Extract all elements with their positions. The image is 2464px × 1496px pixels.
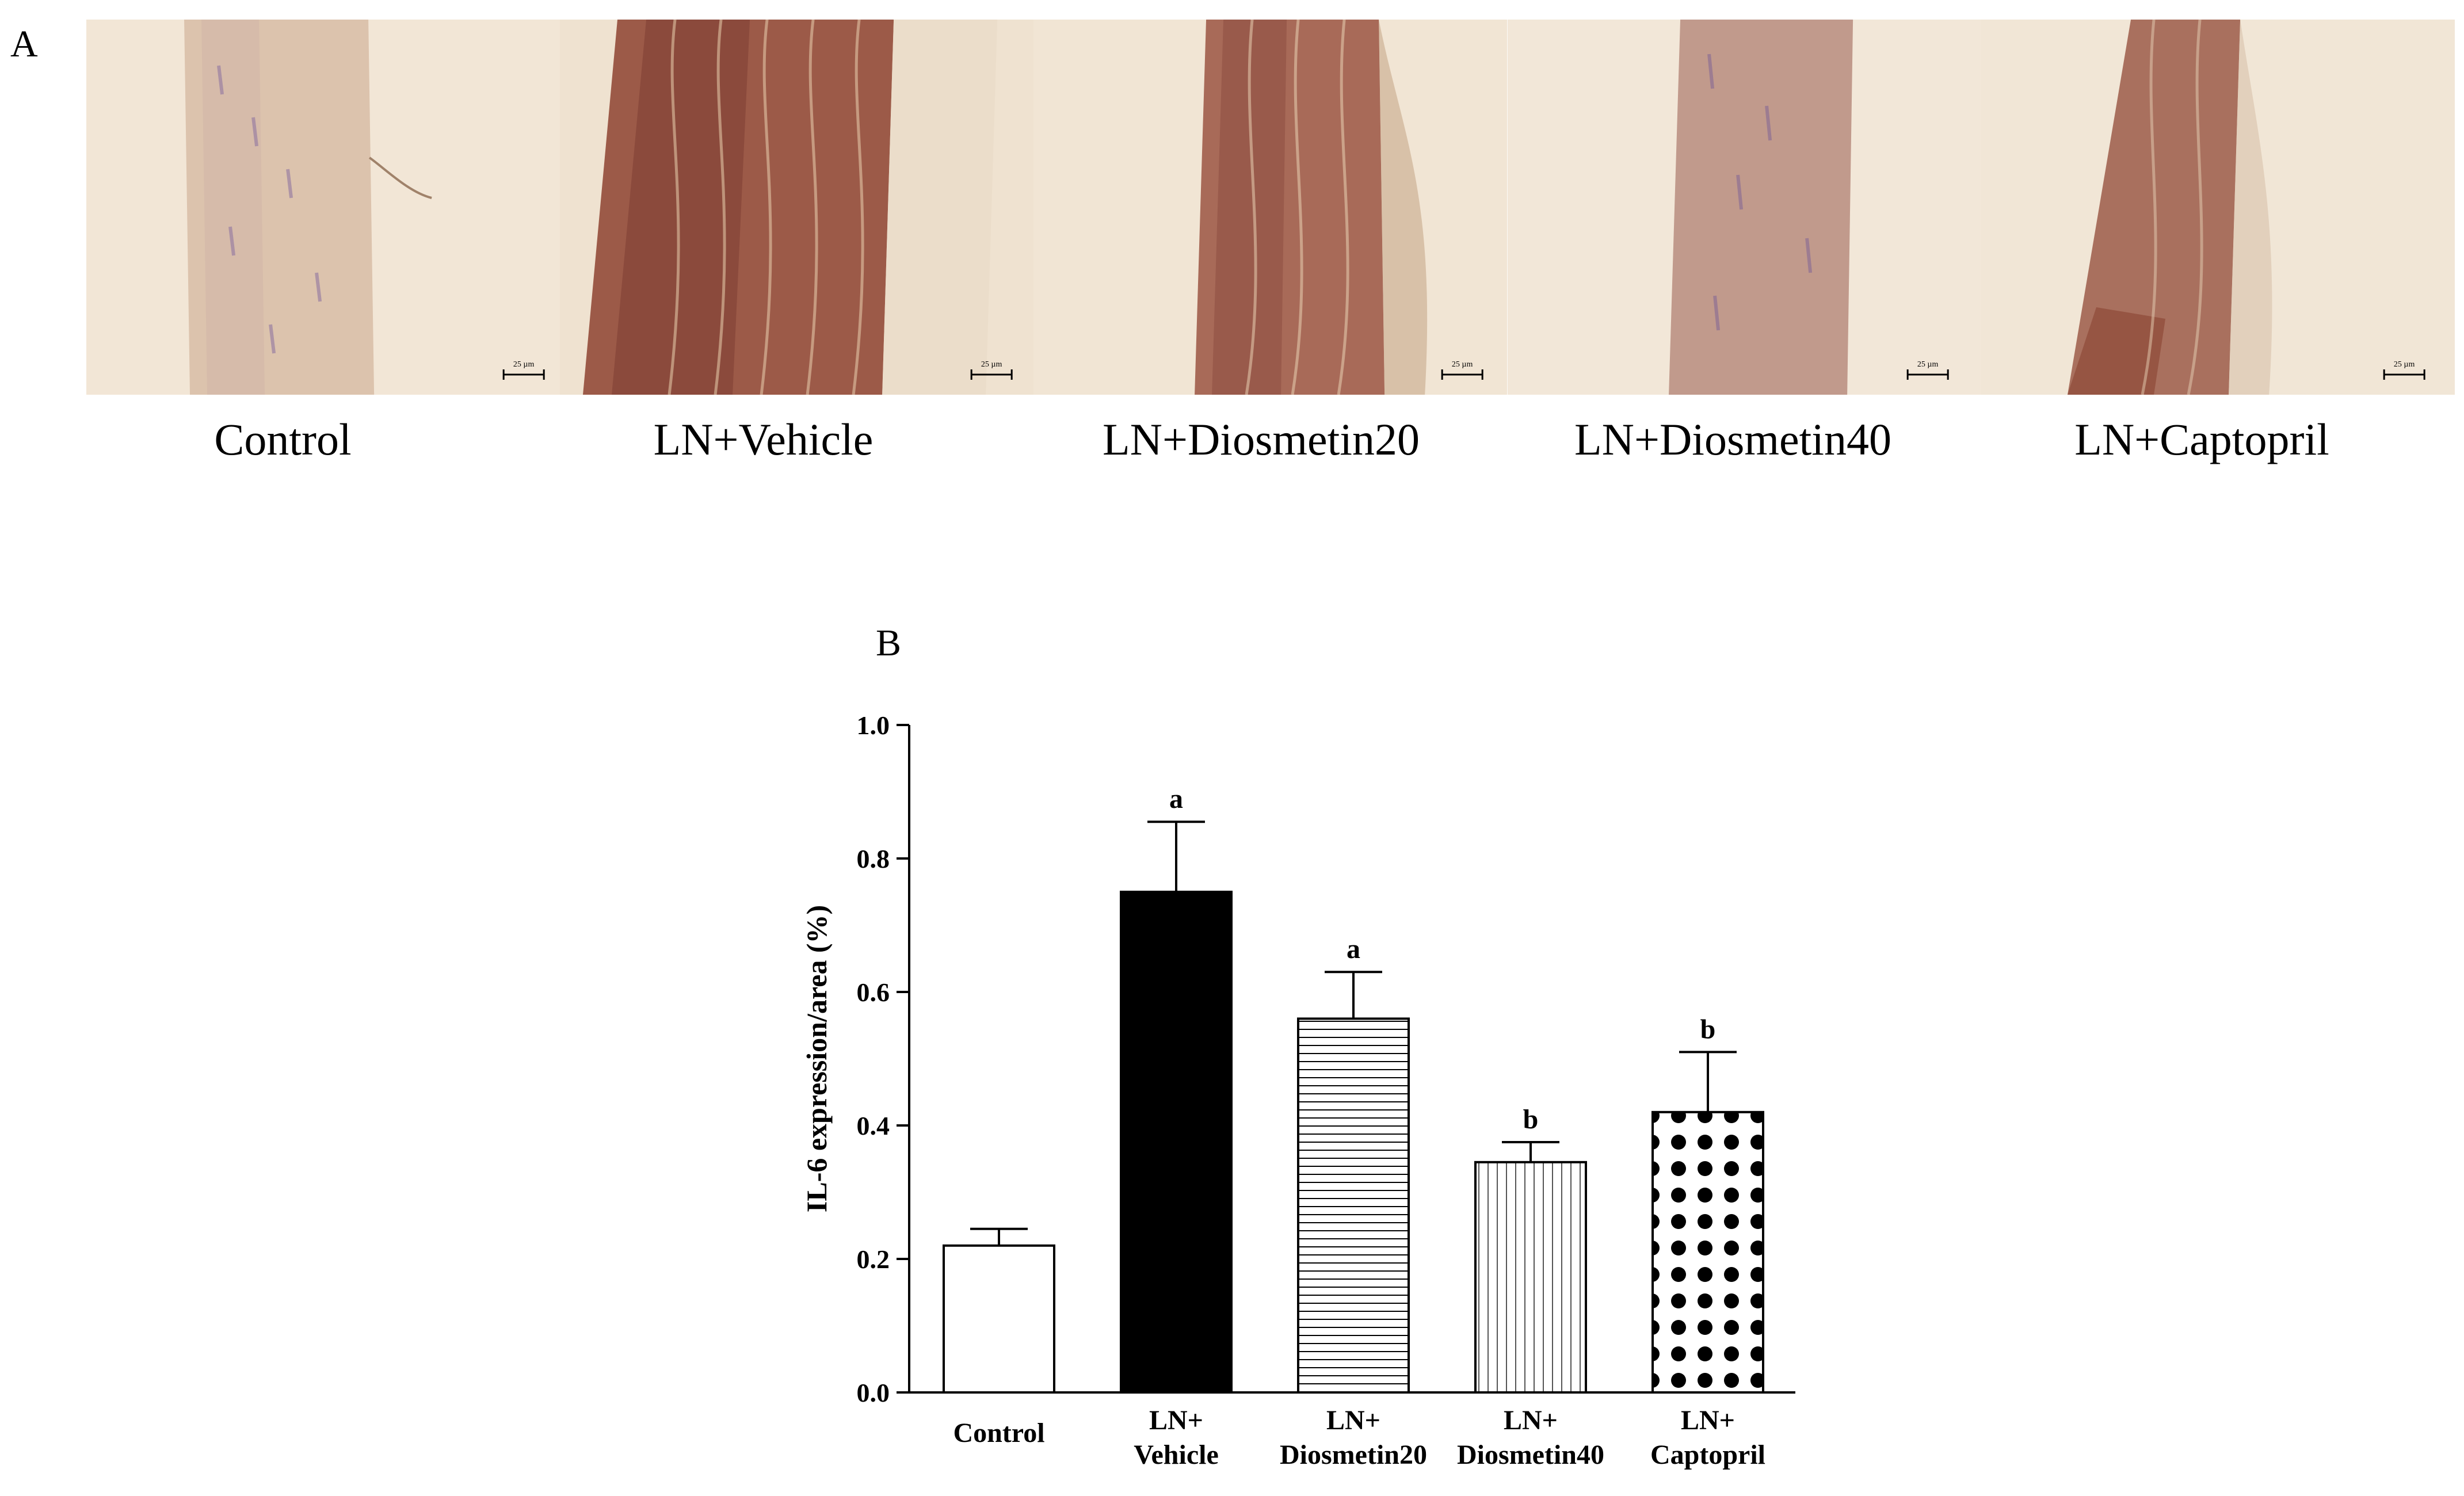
micrograph-ln-diosmetin40: 25 µm (1507, 20, 1981, 395)
x-category-label: Diosmetin20 (1280, 1440, 1427, 1470)
panel-b-letter: B (876, 622, 902, 664)
x-category-label: LN+ (1326, 1405, 1380, 1436)
micrograph-label: Control (214, 414, 352, 464)
scale-bar-text: 25 µm (981, 360, 1002, 369)
x-category-label: LN+ (1504, 1405, 1558, 1436)
scale-bar-text: 25 µm (1452, 360, 1473, 369)
bar (1651, 1110, 1764, 1394)
bar (1297, 1017, 1410, 1394)
y-tick-label: 0.0 (857, 1378, 890, 1407)
scale-bar-text: 25 µm (1917, 360, 1938, 369)
bar (1474, 1161, 1587, 1394)
significance-label: a (1169, 784, 1183, 814)
bar-chart: 0.0 0.2 0.4 0.6 0.8 1.0 IL-6 expression/area (… (800, 711, 1795, 1470)
significance-label: b (1523, 1104, 1539, 1135)
y-tick-label: 0.4 (857, 1111, 890, 1140)
micrograph-strip: 25 µm 25 µm (86, 20, 2455, 395)
micrograph-label: LN+Diosmetin20 (1103, 414, 1420, 464)
y-tick-label: 0.2 (857, 1245, 890, 1274)
y-tick-label: 0.8 (857, 844, 890, 873)
y-tick-label: 0.6 (857, 978, 890, 1007)
significance-label: b (1700, 1014, 1716, 1044)
micrograph-ln-captopril: 25 µm (1981, 20, 2455, 395)
micrograph-ln-diosmetin20: 25 µm (1033, 20, 1508, 395)
bar (1120, 891, 1233, 1394)
micrograph-control: 25 µm (86, 20, 560, 395)
micrograph-label: LN+Captopril (2074, 414, 2329, 464)
micrograph-label: LN+Vehicle (653, 414, 874, 464)
scale-bar-text: 25 µm (2394, 360, 2415, 369)
x-category-label: Diosmetin40 (1457, 1440, 1604, 1470)
y-tick-label: 1.0 (857, 711, 890, 740)
x-category-label: LN+ (1681, 1405, 1735, 1436)
x-category-label: Vehicle (1134, 1440, 1219, 1470)
significance-label: a (1347, 934, 1360, 964)
x-category-label: LN+ (1149, 1405, 1203, 1436)
scale-bar-text: 25 µm (513, 360, 535, 369)
y-axis-title: IL-6 expression/area (%) (800, 905, 833, 1212)
bar (943, 1244, 1055, 1394)
x-category-label: Captopril (1650, 1440, 1765, 1470)
panel-a-letter: A (10, 23, 38, 65)
micrograph-label: LN+Diosmetin40 (1574, 414, 1891, 464)
x-category-label: Control (953, 1418, 1044, 1448)
micrograph-ln-vehicle: 25 µm (560, 20, 1034, 395)
